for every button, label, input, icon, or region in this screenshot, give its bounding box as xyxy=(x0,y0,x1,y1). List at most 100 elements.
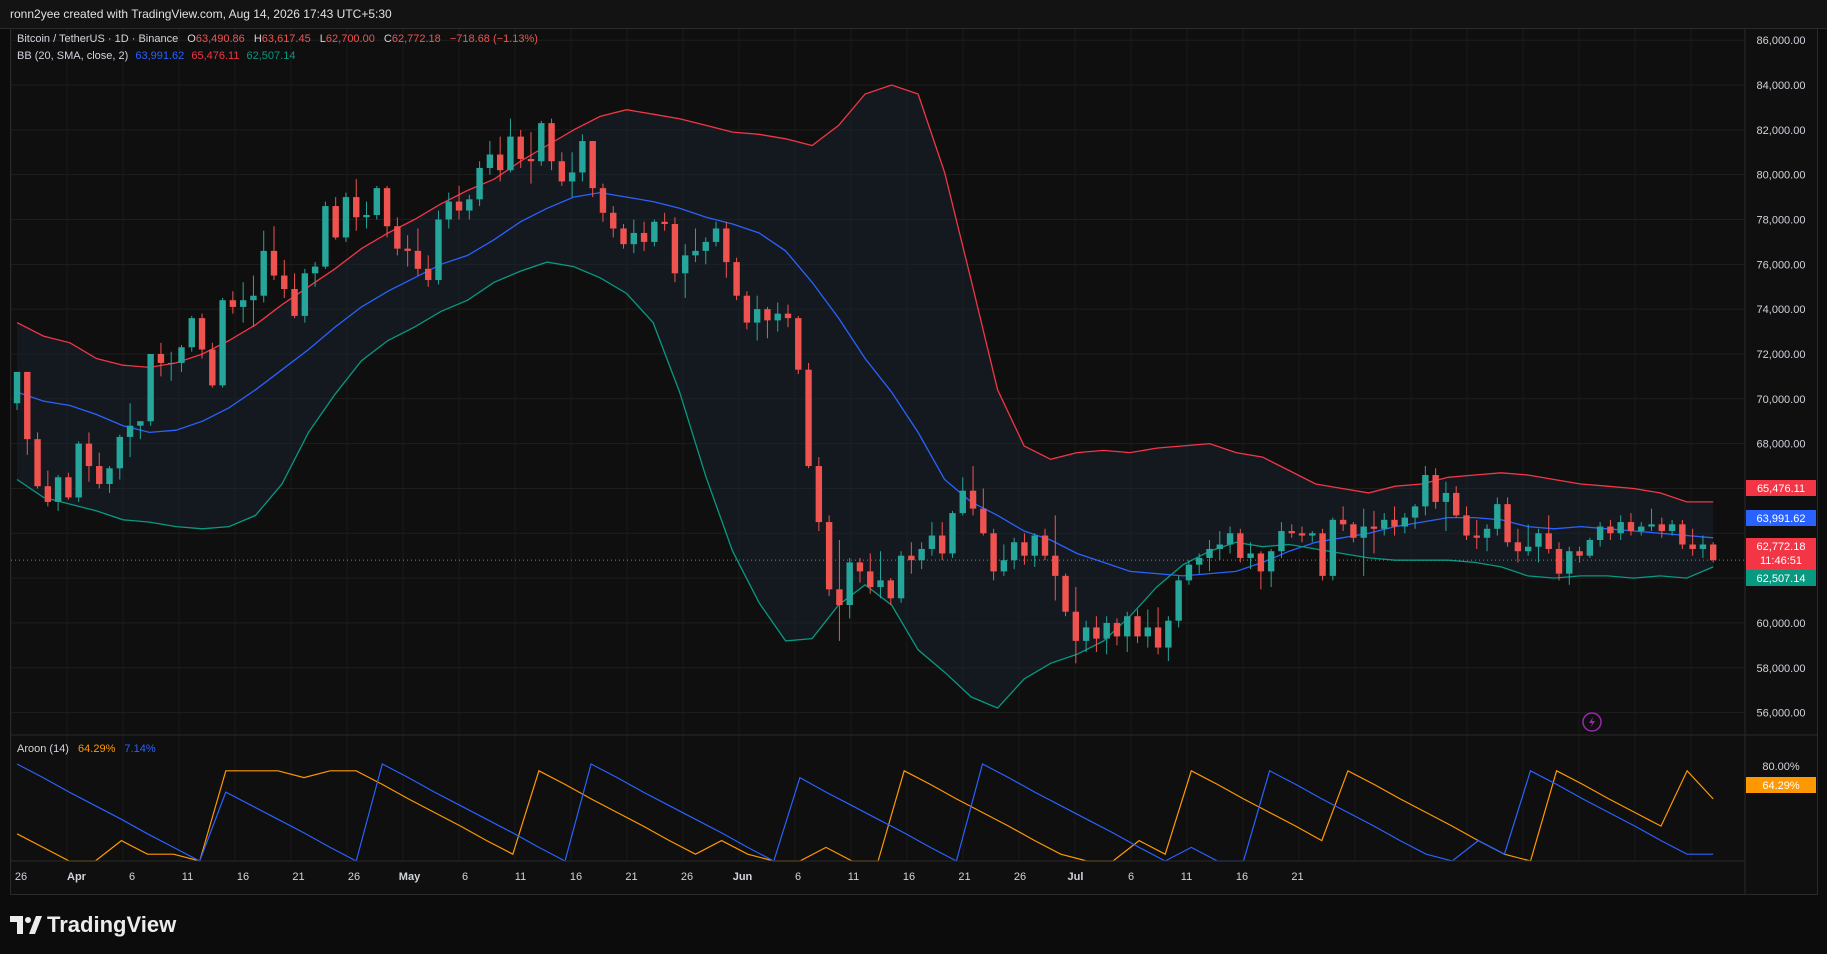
candle-body xyxy=(1422,475,1429,507)
candle-body xyxy=(918,548,925,561)
legend-high-label: H xyxy=(254,33,262,45)
candle-body xyxy=(1555,548,1563,574)
candle-body xyxy=(640,232,648,242)
candle-body xyxy=(54,477,62,502)
svg-text:Bitcoin / TetherUS · 1D · Bina: Bitcoin / TetherUS · 1D · Binance O63,49… xyxy=(17,33,538,45)
candle-body xyxy=(126,425,134,437)
candle-body xyxy=(1010,542,1018,561)
price-axis-tick: 82,000.00 xyxy=(1757,125,1806,137)
candle-body xyxy=(1576,551,1583,556)
candle-body xyxy=(671,223,679,274)
candle-body xyxy=(1175,580,1182,621)
upper-band-tag-bg xyxy=(1746,480,1816,496)
candle-body xyxy=(425,268,432,281)
bollinger-basis-line xyxy=(16,191,1714,577)
candle-body xyxy=(1196,557,1203,565)
aroon-up-value: 64.29% xyxy=(78,743,116,755)
candle-body xyxy=(44,486,52,502)
candle-body xyxy=(322,206,329,267)
candle-body xyxy=(1545,533,1552,549)
legend-low-label: L xyxy=(320,33,326,45)
candle-body xyxy=(1062,575,1069,612)
candle-body xyxy=(1309,533,1316,536)
candle-body xyxy=(311,266,319,274)
candle-body xyxy=(1329,519,1337,576)
legend-open-label: O xyxy=(187,33,196,45)
candle-body xyxy=(1360,526,1367,538)
candle-body xyxy=(1473,535,1480,538)
candle-body xyxy=(75,443,82,498)
candle-body xyxy=(1154,627,1162,648)
candle-body xyxy=(1072,611,1080,641)
candle-body xyxy=(342,197,350,238)
candle-body xyxy=(1453,492,1460,516)
candle-body xyxy=(239,300,247,307)
candle-body xyxy=(1350,524,1357,538)
legend-high-value: 63,617.45 xyxy=(262,33,311,45)
candle-body xyxy=(630,232,637,245)
candle-body xyxy=(959,490,966,514)
candle-body xyxy=(1021,542,1028,556)
candle-body xyxy=(353,197,360,218)
candle-body xyxy=(1658,524,1665,532)
bollinger-upper-line xyxy=(16,84,1714,503)
lightning-icon[interactable] xyxy=(1582,712,1602,732)
time-axis-label: 26 xyxy=(15,871,27,883)
candle-body xyxy=(1288,531,1295,534)
close-tag-bg xyxy=(1746,538,1816,570)
candle-body xyxy=(1103,622,1110,639)
candle-body xyxy=(1627,522,1635,532)
chart-panel[interactable]: Bitcoin / TetherUS · 1D · Binance O63,49… xyxy=(10,28,1818,895)
chart-header-title: ronn2yee created with TradingView.com, A… xyxy=(10,7,392,21)
time-axis-label: 21 xyxy=(292,871,304,883)
candle-body xyxy=(1041,535,1049,556)
candle-body xyxy=(1237,533,1244,558)
candle-body xyxy=(1031,535,1038,556)
candle-body xyxy=(589,141,596,189)
candle-body xyxy=(784,313,792,319)
time-axis-label: 6 xyxy=(1128,871,1134,883)
candle-body xyxy=(692,250,699,256)
time-axis-label: 21 xyxy=(625,871,637,883)
price-axis-tick: 74,000.00 xyxy=(1757,304,1806,316)
candle-body xyxy=(599,188,607,213)
price-axis-tick: 60,000.00 xyxy=(1757,618,1806,630)
time-axis-label: 16 xyxy=(903,871,915,883)
time-axis-label: 6 xyxy=(129,871,135,883)
chart-svg[interactable]: Bitcoin / TetherUS · 1D · Binance O63,49… xyxy=(10,29,1817,894)
time-axis-label: Apr xyxy=(67,871,87,883)
candle-body xyxy=(548,123,555,162)
candle-body xyxy=(702,241,709,251)
price-axis-tick: 84,000.00 xyxy=(1757,80,1806,92)
candle-body xyxy=(1226,533,1234,545)
candle-body xyxy=(1504,504,1511,543)
bollinger-band-fill xyxy=(17,85,1714,709)
candle-body xyxy=(157,353,165,363)
candle-body xyxy=(1082,627,1090,641)
candle-body xyxy=(1607,526,1614,534)
time-axis-label: 26 xyxy=(1014,871,1026,883)
candle-body xyxy=(1524,546,1532,552)
candle-body xyxy=(147,353,154,422)
candle-body xyxy=(383,188,391,227)
aroon-down-value: 7.14% xyxy=(124,743,155,755)
candle-body xyxy=(85,443,93,467)
candle-body xyxy=(1463,515,1470,536)
candle-body xyxy=(579,141,586,173)
legend-symbol: Bitcoin / TetherUS · 1D · Binance xyxy=(17,33,178,45)
candle-body xyxy=(538,123,545,162)
candle-body xyxy=(1494,504,1501,529)
candle-body xyxy=(610,212,617,229)
candle-body xyxy=(301,273,309,316)
time-axis[interactable]: 26 Apr 6 11 16 21 26 May 6 11 16 21 26 Jun 6 11 16 21 26 Ju… xyxy=(15,871,1304,883)
candle-body xyxy=(558,161,566,182)
time-axis-label: 6 xyxy=(795,871,801,883)
candle-body xyxy=(815,466,823,523)
candle-body xyxy=(682,255,689,274)
candle-body xyxy=(404,248,411,251)
candle-body xyxy=(661,221,668,224)
price-axis[interactable]: 86,000.00 84,000.00 82,000.00 80,000.00 78,0… xyxy=(1757,35,1806,719)
candle-body xyxy=(466,199,473,211)
candle-body xyxy=(229,300,237,307)
candle-body xyxy=(527,158,535,162)
